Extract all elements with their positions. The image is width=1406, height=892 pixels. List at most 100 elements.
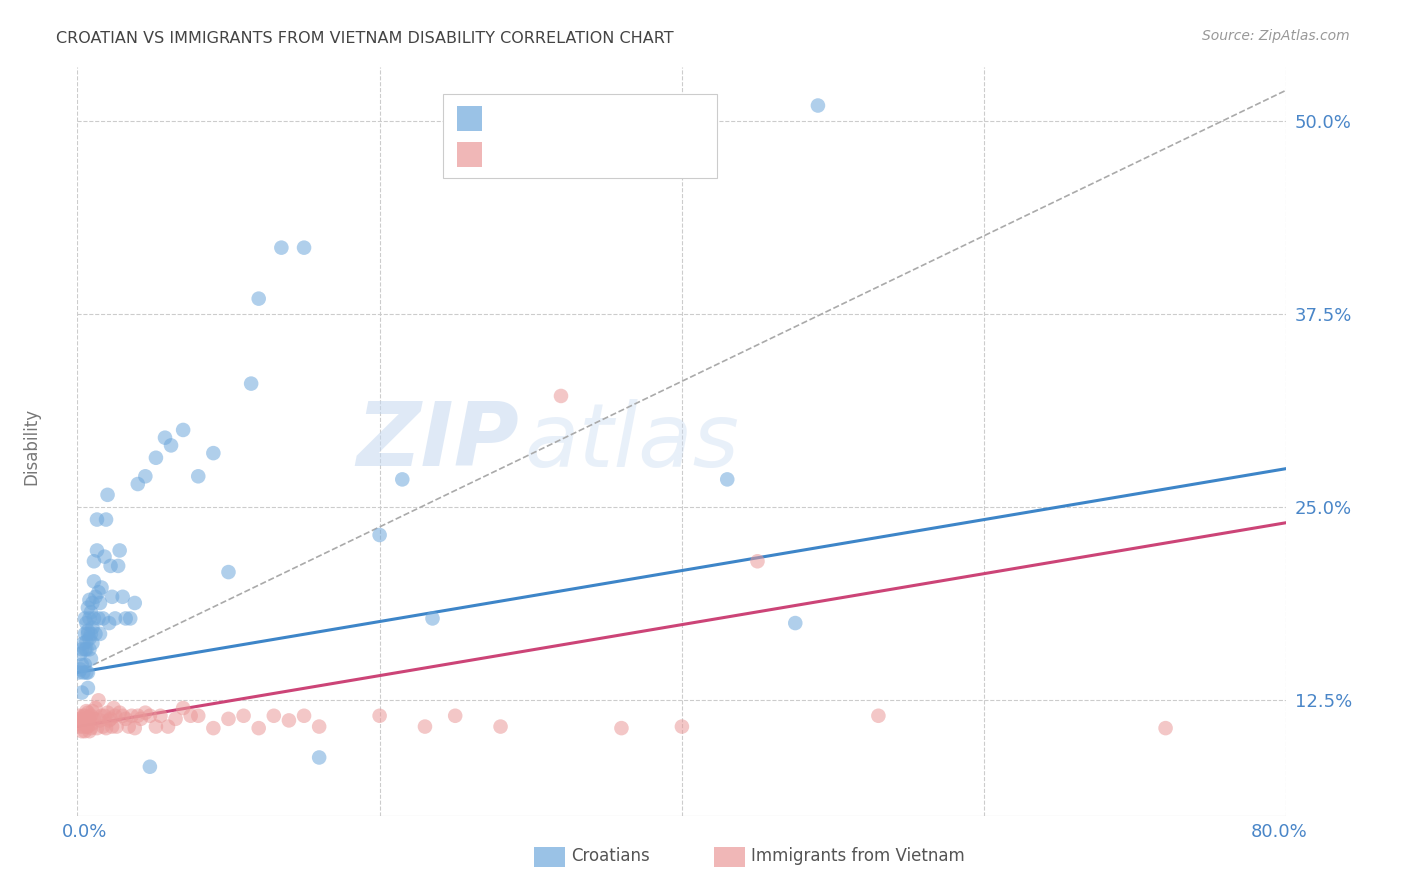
Point [69,662,91,676]
Point [82,704,104,718]
Point [671,720,693,734]
Point [292,708,315,723]
Text: atlas: atlas [524,399,740,484]
Point [747,554,769,568]
Point [69,647,91,661]
Point [86,721,108,735]
Point [70,642,93,657]
Point [72,636,94,650]
Point [127,708,149,723]
Point [100,558,122,573]
Point [240,376,263,391]
Point [77,720,100,734]
Point [75,634,97,648]
Point [84,701,107,715]
Point [86,543,108,558]
Point [70,724,93,739]
Point [218,565,240,579]
Point [270,241,292,255]
Text: Croatians: Croatians [571,847,650,865]
Point [413,720,436,734]
Text: 0.404: 0.404 [534,109,596,128]
Point [80,605,103,619]
Point [79,632,101,646]
Point [75,616,97,631]
Point [139,708,162,723]
Point [75,720,97,734]
Point [114,712,136,726]
Point [134,706,156,720]
Point [91,611,114,625]
Point [187,469,209,483]
Point [72,665,94,680]
Point [82,636,104,650]
Point [82,716,104,731]
Point [80,627,103,641]
Point [124,721,146,735]
Point [153,431,176,445]
Point [80,651,103,665]
Point [247,721,270,735]
Point [89,596,111,610]
Point [444,132,467,146]
Point [79,712,101,726]
Point [75,665,97,680]
Text: N =: N = [588,110,640,128]
Point [98,714,121,728]
Point [89,714,111,728]
Point [278,714,301,728]
Point [391,472,413,486]
Point [139,760,162,774]
Text: R =: R = [492,110,531,128]
Point [93,708,115,723]
Point [124,596,146,610]
Point [263,708,285,723]
Point [1154,721,1177,735]
Point [70,714,93,728]
Point [104,708,127,723]
Point [868,708,890,723]
Point [489,720,512,734]
Point [550,389,572,403]
Point [101,590,124,604]
Point [232,708,254,723]
Point [70,685,93,699]
Point [77,681,100,695]
Text: ZIP: ZIP [356,398,519,485]
Point [73,724,96,739]
Point [145,720,167,734]
Point [96,706,118,720]
Point [87,585,110,599]
Point [77,624,100,638]
Point [82,621,104,635]
Point [73,716,96,731]
Point [79,724,101,739]
Point [77,714,100,728]
Point [83,712,105,726]
Point [247,292,270,306]
Point [172,701,194,715]
Point [86,512,108,526]
Point [72,708,94,723]
Point [75,704,97,718]
Point [84,627,107,641]
Point [73,708,96,723]
Point [121,708,143,723]
Text: Disability: Disability [22,408,39,484]
Point [67,708,90,723]
Point [149,708,172,723]
Point [292,241,315,255]
Point [105,720,128,734]
Point [165,712,187,726]
Point [134,469,156,483]
Point [101,720,124,734]
Point [67,665,90,680]
Point [73,627,96,641]
Point [96,488,118,502]
Point [91,720,114,734]
Point [67,716,90,731]
Point [172,423,194,437]
Point [160,438,183,452]
Point [70,657,93,672]
Point [73,642,96,657]
